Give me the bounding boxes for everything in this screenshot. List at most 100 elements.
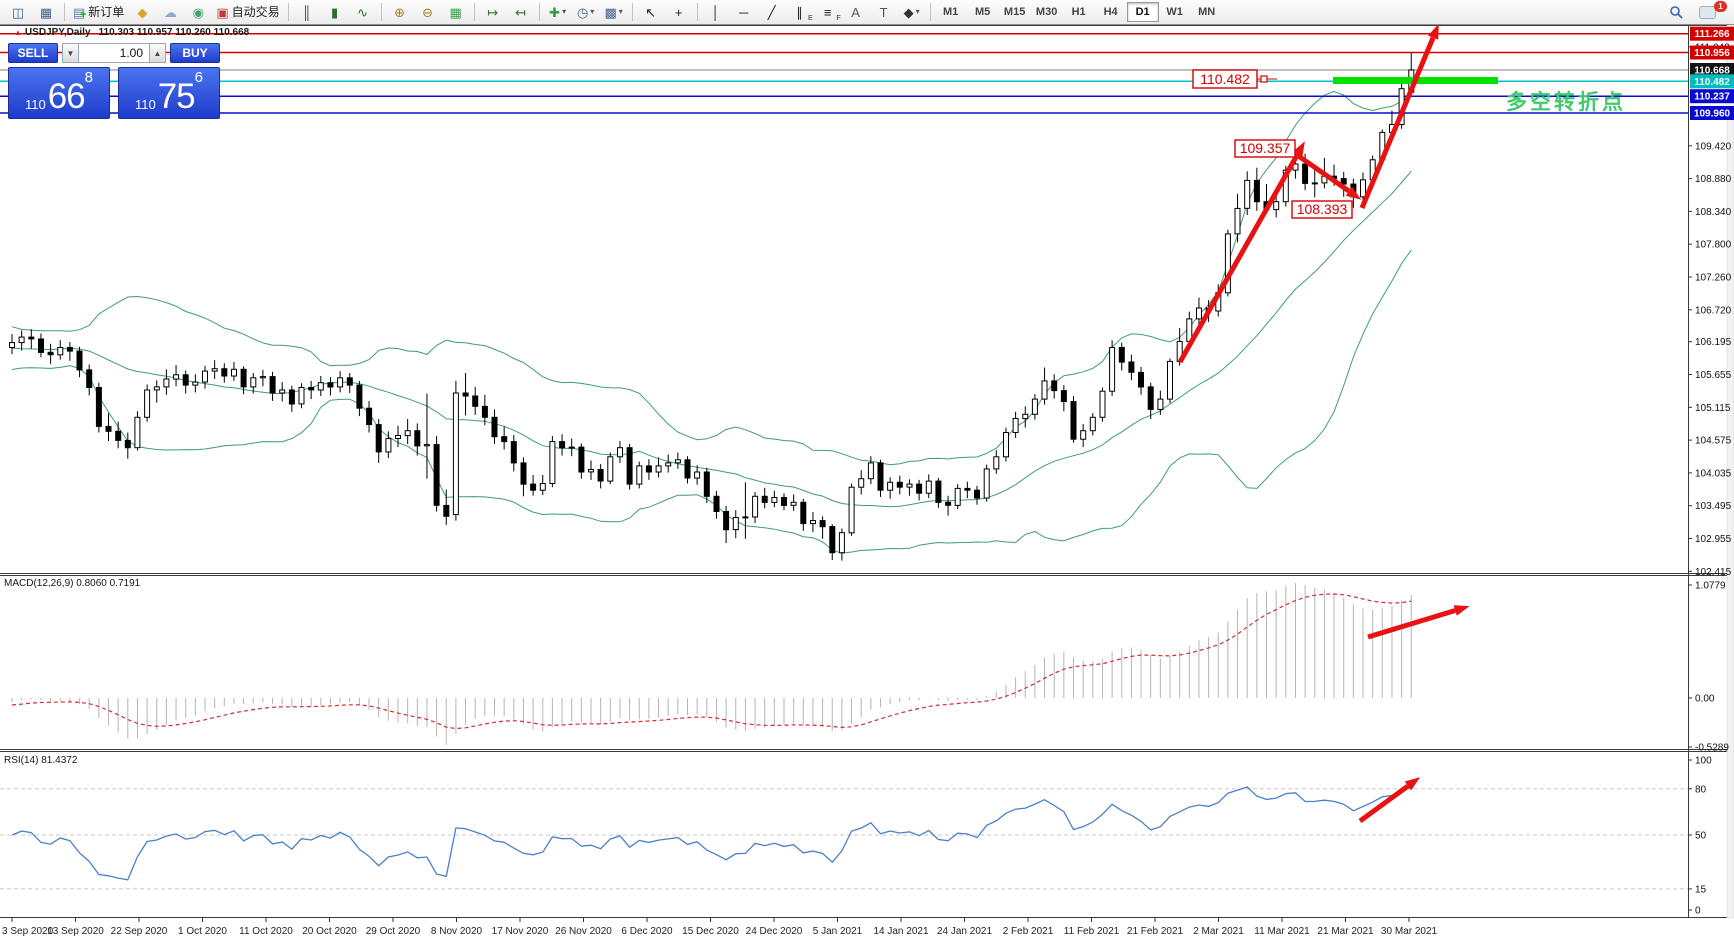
toolbar-separator xyxy=(64,3,65,21)
templates-icon[interactable]: ▩ ▾ xyxy=(600,1,628,23)
vertical-line-icon[interactable]: │ xyxy=(702,1,730,23)
timeframe-h1[interactable]: H1 xyxy=(1071,6,1086,18)
macd-window xyxy=(11,583,1412,745)
rsi-scale-label: 100 xyxy=(1695,756,1712,767)
timeframe-m30[interactable]: M30 xyxy=(1035,6,1058,18)
date-label: 21 Mar 2021 xyxy=(1317,926,1374,937)
bull-candle-body xyxy=(1167,360,1173,400)
bull-candle-body xyxy=(694,471,701,479)
bear-candle-body xyxy=(916,483,923,494)
bear-candle-body xyxy=(530,483,537,491)
bull-candle-body xyxy=(423,444,430,447)
volume-increase-button[interactable]: ▲ xyxy=(149,43,166,63)
bear-candle-body xyxy=(481,405,488,418)
timeframe-mn[interactable]: MN xyxy=(1198,6,1216,18)
dropdown-caret-icon[interactable]: ▾ xyxy=(915,7,920,16)
text-icon[interactable]: A xyxy=(842,1,870,23)
trend-arrow-line[interactable] xyxy=(1358,783,1410,824)
new-order-button[interactable]: ▤ + 新订单 xyxy=(69,1,128,23)
profiles-icon[interactable]: ▦ xyxy=(32,1,60,23)
timeframe-w1[interactable]: W1 xyxy=(1166,6,1183,18)
price-tick-label: 108.880 xyxy=(1695,174,1732,185)
timeframe-m5[interactable]: M5 xyxy=(974,6,991,18)
price-annotation-text: 108.393 xyxy=(1297,201,1348,217)
chart-window-icon[interactable]: ◫ xyxy=(4,1,32,23)
zoom-out-icon[interactable]: ⊖ xyxy=(414,1,442,23)
symbol-period-label: USDJPY,Daily xyxy=(24,27,91,38)
buy-button[interactable]: BUY xyxy=(170,43,220,63)
periods-icon[interactable]: ◷ ▾ xyxy=(572,1,600,23)
date-label: 21 Feb 2021 xyxy=(1127,926,1184,937)
sell-button[interactable]: SELL xyxy=(8,43,58,63)
trend-arrow-line[interactable] xyxy=(1359,36,1436,209)
blue-support-line-lower-scale-text: 109.960 xyxy=(1694,109,1731,120)
price-tick-label: 107.800 xyxy=(1695,240,1732,251)
candlestick-chart-icon[interactable]: ▮ xyxy=(321,1,349,23)
dropdown-caret-icon[interactable]: ▾ xyxy=(618,7,623,16)
date-label: 5 Jan 2021 xyxy=(813,926,863,937)
bear-candle-body xyxy=(115,430,122,441)
zoom-in-icon[interactable]: ⊕ xyxy=(386,1,414,23)
timeframe-m15[interactable]: M15 xyxy=(1003,6,1026,18)
trendline-icon[interactable]: ╱ xyxy=(758,1,786,23)
auto-scroll-icon[interactable]: ↦ xyxy=(479,1,507,23)
crosshair-icon-glyph: + xyxy=(674,4,683,20)
bear-candle-body xyxy=(356,384,363,409)
buy-price-button[interactable]: 110 75 6 xyxy=(118,67,220,119)
blue-support-line-lower-scale-label xyxy=(1690,106,1734,120)
data-window-icon[interactable]: ☁ xyxy=(156,1,184,23)
signals-icon[interactable]: ◉ xyxy=(184,1,212,23)
candlestick-chart-icon-glyph: ▮ xyxy=(331,4,339,20)
trend-arrow-line[interactable] xyxy=(1367,608,1456,640)
trend-arrow-line[interactable] xyxy=(1177,153,1300,364)
market-watch-icon[interactable]: ◆ xyxy=(128,1,156,23)
bull-candle-body xyxy=(163,378,170,388)
chart-shift-icon[interactable]: ↤ xyxy=(507,1,535,23)
volume-stepper: ▼ 1.00 ▲ xyxy=(62,43,166,63)
timeframe-h4[interactable]: H4 xyxy=(1103,6,1118,18)
price-annotation-box[interactable] xyxy=(1291,200,1353,219)
sell-price-figure: 110 xyxy=(24,96,46,112)
line-chart-icon[interactable]: ∿ xyxy=(349,1,377,23)
dropdown-caret-icon[interactable]: ▾ xyxy=(590,7,595,16)
trend-arrow-line[interactable] xyxy=(1295,152,1351,194)
timeframe-d1[interactable]: D1 xyxy=(1126,2,1159,22)
bull-candle-body xyxy=(1311,182,1318,185)
rsi-scale-label: 80 xyxy=(1695,784,1707,795)
bar-chart-icon[interactable]: ║ xyxy=(293,1,321,23)
tile-windows-icon[interactable]: ▦ xyxy=(442,1,470,23)
bull-candle-body xyxy=(742,516,749,519)
timeframe-m1[interactable]: M1 xyxy=(942,6,959,18)
annotation-anchor-marker[interactable] xyxy=(1260,75,1268,83)
resistance-line-lower-scale-label xyxy=(1690,45,1734,60)
arrows-icon[interactable]: ◆ ▾ xyxy=(898,1,926,23)
signals-icon-glyph: ◉ xyxy=(192,4,204,20)
indicators-icon[interactable]: ✚ ▾ xyxy=(544,1,572,23)
cursor-icon[interactable]: ↖ xyxy=(637,1,665,23)
autotrading-button[interactable]: ▣ 自动交易 xyxy=(212,1,283,23)
templates-icon-glyph: ▩ xyxy=(604,4,617,20)
new-order-glyph: ▤ xyxy=(73,4,86,20)
search-icon[interactable] xyxy=(1662,1,1690,23)
price-scale[interactable]: 111.048109.420108.880108.340107.800107.2… xyxy=(1688,26,1734,917)
volume-input[interactable]: 1.00 xyxy=(79,43,149,63)
dropdown-caret-icon[interactable]: ▾ xyxy=(562,7,567,16)
chat-notifications-icon[interactable]: 1 xyxy=(1696,1,1727,23)
crosshair-icon[interactable]: + xyxy=(665,1,693,23)
fibonacci-icon[interactable]: ≡ F xyxy=(814,1,842,23)
resistance-line-upper-scale-label xyxy=(1690,26,1734,41)
equidistant-channel-icon[interactable]: ∥ E xyxy=(786,1,814,23)
date-label: 2 Mar 2021 xyxy=(1193,926,1244,937)
volume-decrease-button[interactable]: ▼ xyxy=(62,43,79,63)
trendline-icon-glyph: ╱ xyxy=(767,4,776,20)
bull-bear-turning-point-label[interactable]: 多空转折点 xyxy=(1506,90,1626,114)
text-label-icon[interactable]: T xyxy=(870,1,898,23)
horizontal-line-icon[interactable]: ─ xyxy=(730,1,758,23)
bear-candle-body xyxy=(366,407,373,426)
bull-candle-body xyxy=(1003,432,1009,458)
price-annotation-box[interactable] xyxy=(1234,139,1296,158)
sell-price-button[interactable]: 110 66 8 xyxy=(8,67,110,119)
